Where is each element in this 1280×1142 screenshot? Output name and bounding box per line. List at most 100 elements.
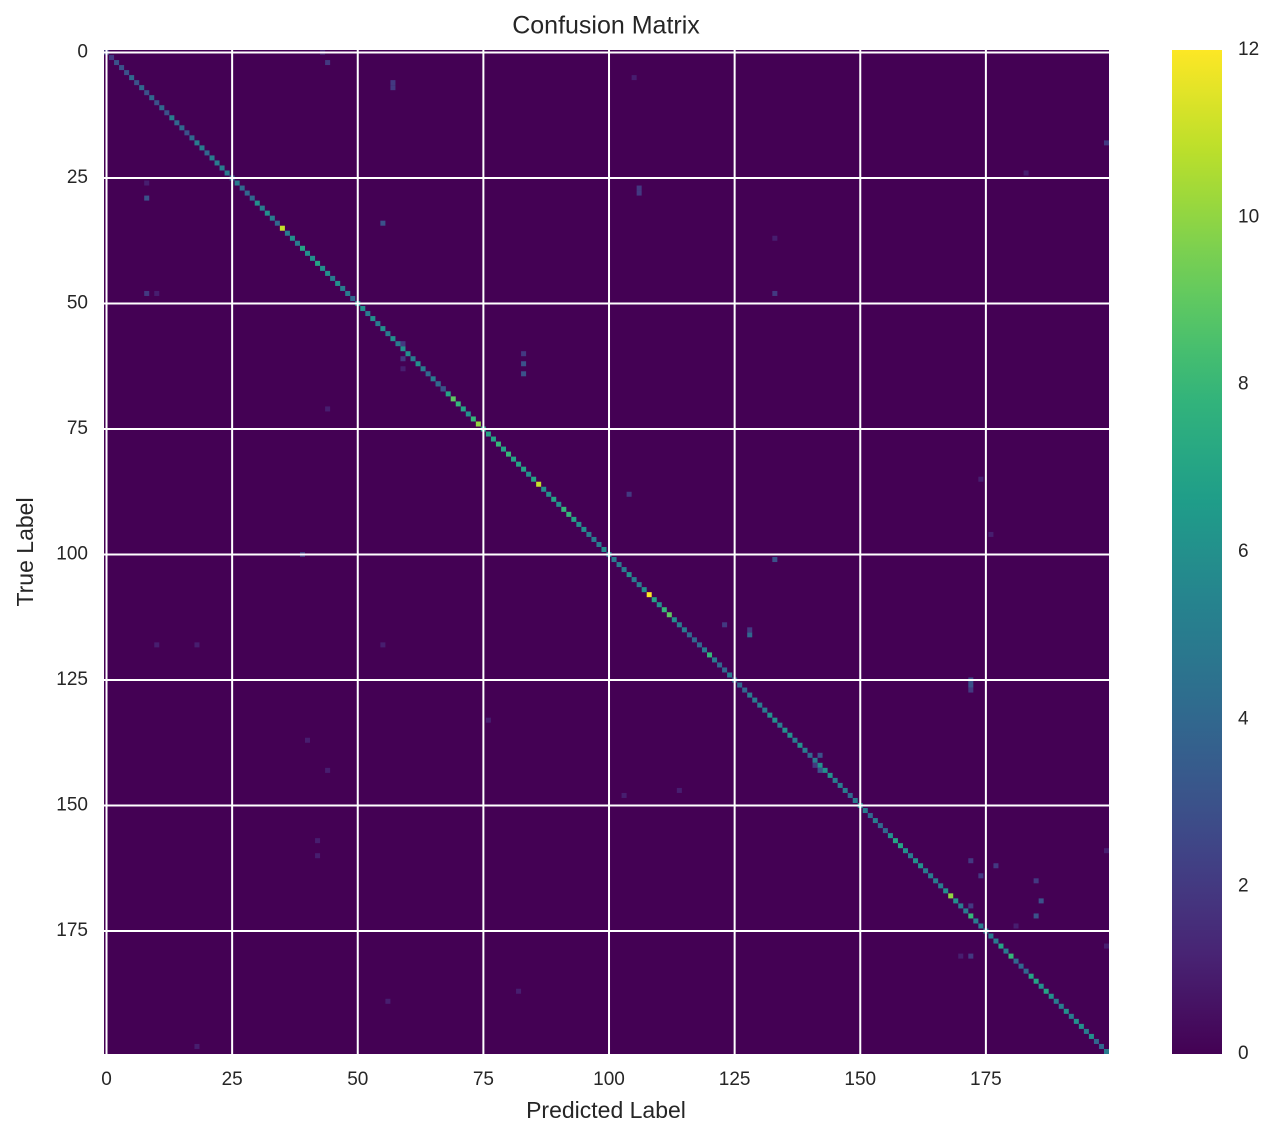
cell [340, 285, 346, 291]
cell [395, 341, 401, 347]
cell [174, 120, 180, 126]
cell [380, 326, 386, 332]
cell [124, 70, 130, 76]
cell [993, 863, 999, 869]
y-tick-label: 125 [56, 669, 88, 690]
chart-title: Confusion Matrix [512, 12, 700, 40]
cell [691, 637, 697, 643]
cell [310, 255, 316, 261]
cell [586, 531, 592, 537]
cell [862, 808, 868, 814]
cell [536, 481, 542, 487]
cell [671, 617, 677, 623]
cell [611, 557, 617, 563]
cell [274, 220, 280, 226]
cell [621, 792, 627, 798]
cell [400, 366, 406, 372]
cell [1098, 1043, 1104, 1049]
cell [1023, 170, 1029, 176]
cell [159, 105, 165, 111]
cell [1088, 1033, 1094, 1039]
cell [299, 245, 305, 251]
cell [1013, 923, 1019, 929]
cell [581, 526, 587, 532]
colorbar-tick-label: 12 [1238, 39, 1259, 60]
cell [465, 411, 471, 417]
colorbar-tick-label: 2 [1238, 876, 1249, 897]
cell [933, 878, 939, 884]
cell [320, 265, 326, 271]
cell [631, 577, 637, 583]
cell [531, 476, 537, 482]
cell [847, 792, 853, 798]
cell [244, 190, 250, 196]
cell [802, 747, 808, 753]
cell [375, 321, 381, 327]
cell [289, 235, 295, 241]
cell [631, 75, 637, 81]
cell [1058, 1003, 1064, 1009]
cell [315, 853, 321, 859]
cell [370, 316, 376, 322]
cell [852, 797, 858, 803]
cell [455, 401, 461, 407]
cell [440, 386, 446, 392]
cell [601, 546, 607, 552]
cell [963, 908, 969, 914]
cell [641, 587, 647, 593]
y-axis-label: True Label [12, 497, 38, 606]
cell [144, 290, 150, 296]
cell [782, 727, 788, 733]
cell [968, 687, 974, 693]
cell [556, 501, 562, 507]
cell [717, 662, 723, 668]
cell [390, 80, 396, 86]
cell [490, 436, 496, 442]
cell [772, 290, 778, 296]
cell [676, 622, 682, 628]
cell [591, 536, 597, 542]
cell [214, 160, 220, 166]
cell [1063, 1008, 1069, 1014]
cell [350, 295, 356, 301]
cell [521, 466, 527, 472]
cell [887, 833, 893, 839]
cell [460, 406, 466, 412]
cell [400, 346, 406, 352]
cell [988, 933, 994, 939]
cell [1003, 948, 1009, 954]
cell [194, 642, 200, 648]
cell [495, 441, 501, 447]
cell [485, 717, 491, 723]
cell [561, 506, 567, 512]
cell [1023, 968, 1029, 974]
cell [415, 361, 421, 367]
cell [325, 60, 331, 66]
cell [144, 180, 150, 186]
cell [119, 65, 125, 71]
cell [807, 752, 813, 758]
cell [968, 858, 974, 864]
cell [129, 75, 135, 81]
cell [526, 471, 532, 477]
cell [154, 290, 160, 296]
cell [516, 461, 522, 467]
cell [646, 592, 652, 598]
cell [1028, 973, 1034, 979]
cell [742, 687, 748, 693]
cell [747, 627, 753, 633]
cell [194, 140, 200, 146]
cell [109, 55, 115, 61]
cell [541, 486, 547, 492]
cell [812, 762, 818, 768]
cell [475, 421, 481, 427]
cell [737, 682, 743, 688]
cell [762, 707, 768, 713]
cell [938, 883, 944, 889]
x-tick-label: 50 [347, 1069, 368, 1090]
cell [666, 612, 672, 618]
x-tick-label: 0 [101, 1069, 112, 1090]
cell [485, 431, 491, 437]
y-tick-label: 0 [77, 42, 88, 63]
cell [134, 80, 140, 86]
